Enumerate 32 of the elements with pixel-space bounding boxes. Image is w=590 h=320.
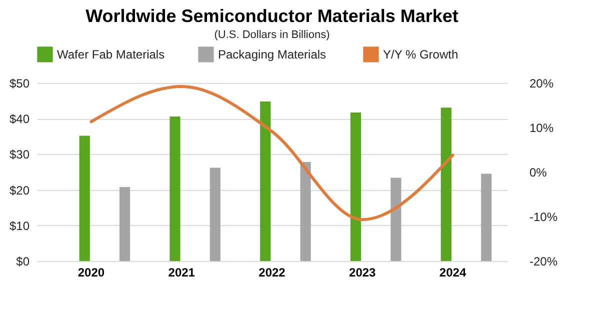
y2-tick-label: -20% — [530, 254, 558, 268]
y-tick-label: $40 — [9, 112, 30, 126]
bar — [210, 168, 220, 261]
chart-subtitle: (U.S. Dollars in Billions) — [214, 29, 330, 41]
line-series — [90, 85, 454, 222]
x-tick-label: 2020 — [78, 266, 105, 280]
x-tick-label: 2024 — [439, 266, 466, 280]
bar — [119, 186, 130, 261]
y2-tick-label: 0% — [530, 166, 548, 180]
y-tick-label: $0 — [16, 254, 30, 268]
bar — [390, 178, 402, 261]
bar — [350, 112, 362, 261]
legend-label: Wafer Fab Materials — [57, 47, 165, 62]
legend-label: Packaging Materials — [218, 47, 326, 62]
y-tick-label: $30 — [9, 148, 30, 162]
legend-label: Y/Y % Growth — [383, 47, 458, 62]
x-tick-label: 2023 — [349, 266, 376, 280]
y-tick-label: $10 — [9, 218, 30, 233]
bar — [300, 162, 311, 261]
bar — [170, 116, 180, 261]
y2-tick-label: -10% — [530, 210, 558, 224]
x-tick-label: 2022 — [258, 266, 286, 280]
bar — [260, 102, 271, 261]
bar — [440, 108, 452, 261]
bar — [481, 174, 492, 261]
y-tick-label: $50 — [9, 76, 30, 90]
chart-title: Worldwide Semiconductor Materials Market — [86, 6, 458, 26]
y2-tick-label: 10% — [530, 121, 554, 135]
y-tick-label: $20 — [9, 183, 30, 198]
bar — [79, 136, 90, 261]
y2-tick-label: 20% — [530, 76, 554, 90]
x-tick-label: 2021 — [168, 266, 196, 280]
